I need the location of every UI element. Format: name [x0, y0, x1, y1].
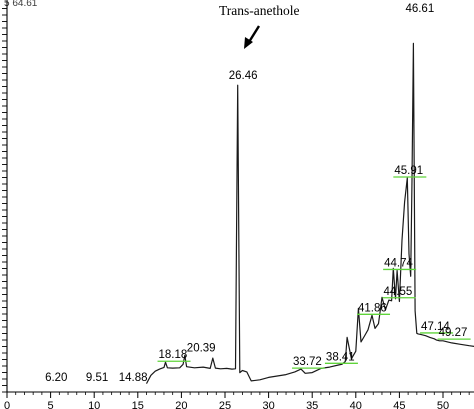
peak-label: 44.55 [383, 286, 412, 298]
x-tick-label: 45 [393, 400, 405, 409]
peak-label: 6.20 [45, 372, 67, 384]
peak-label: 45.91 [394, 165, 423, 177]
annotation-arrow-shaft [247, 25, 261, 43]
x-tick-label: 35 [306, 400, 318, 409]
peak-marker-layer [157, 176, 471, 369]
peak-label: 9.51 [86, 372, 108, 384]
x-tick-label: 10 [88, 400, 100, 409]
peak-label: 38.41 [326, 351, 355, 363]
peak-label: 49.27 [439, 327, 468, 339]
peak-label: 44.74 [384, 257, 413, 269]
x-tick-label: 0 [4, 400, 10, 409]
peak-label: 47.14 [421, 321, 450, 333]
y-axis [2, 0, 8, 393]
x-tick-label: 50 [437, 400, 449, 409]
x-tick-label: 40 [350, 400, 362, 409]
x-tick-label: 25 [219, 400, 231, 409]
peak-label: 33.72 [293, 356, 322, 368]
peak-label: 18.18 [159, 349, 188, 361]
annotation-arrow-head [244, 37, 253, 49]
peak-label: 41.86 [358, 302, 387, 314]
peak-label: 20.39 [187, 342, 216, 354]
x-tick-label: 5 [48, 400, 54, 409]
x-tick-label: 30 [262, 400, 274, 409]
top-left-readout: 5 64.61 [4, 0, 38, 9]
x-tick-label: 15 [132, 400, 144, 409]
peak-label: 14.88 [119, 372, 148, 384]
annotation-layer: Trans-anethole [219, 3, 300, 49]
x-tick-label: 20 [175, 400, 187, 409]
annotation-label: Trans-anethole [219, 3, 300, 18]
peak-label: 26.46 [229, 70, 258, 82]
chromatogram-trace [145, 42, 474, 384]
x-axis: 0 5 10 15 20 25 30 35 40 45 50 [4, 391, 474, 409]
peak-label: 46.61 [405, 3, 434, 15]
